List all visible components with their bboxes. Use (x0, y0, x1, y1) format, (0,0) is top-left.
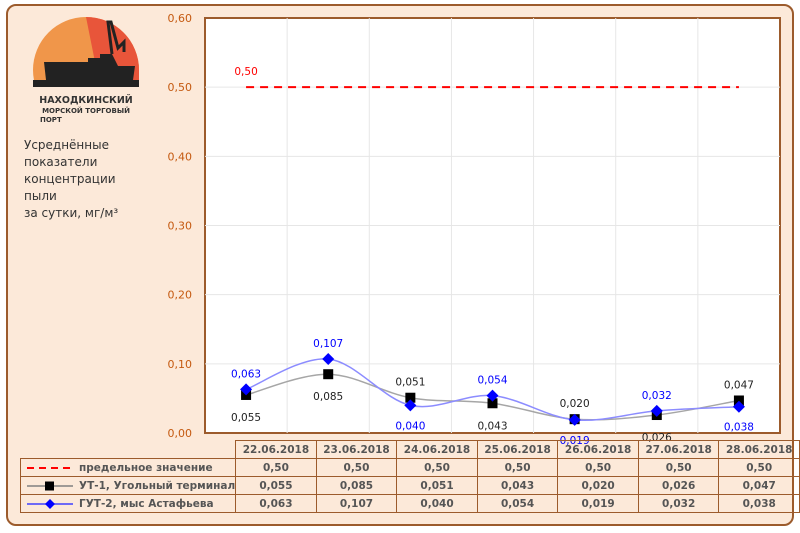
gut2-marker (322, 352, 335, 365)
y-tick-label: 0,50 (168, 81, 193, 94)
table-cell: 0,085 (315, 476, 398, 495)
y-tick-label: 0,60 (168, 12, 193, 25)
table-cell: 0,50 (396, 458, 478, 477)
gut2-data-label: 0,107 (313, 338, 343, 350)
table-cell: 0,019 (557, 494, 639, 513)
y-tick-label: 0,10 (168, 358, 193, 371)
y-tick-label: 0,30 (168, 220, 193, 233)
y-tick-label: 0,40 (168, 150, 193, 163)
ut1-marker (323, 369, 334, 380)
ut1-marker (487, 398, 498, 409)
logo: НАХОДКИНСКИЙ МОРСКОЙ ТОРГОВЫЙ ПОРТ (33, 17, 139, 124)
table-cell: 0,020 (557, 476, 639, 495)
table-cell: 0,055 (235, 476, 317, 495)
subtitle-line: концентрации (24, 172, 116, 186)
category-header: 24.06.2018 (396, 440, 478, 459)
gut2-data-label: 0,063 (231, 368, 261, 380)
table-cell: 0,107 (315, 494, 398, 513)
gut2-data-label: 0,032 (642, 390, 672, 402)
diamond-marker-icon (25, 498, 75, 509)
table-cell: 0,026 (637, 476, 720, 495)
table-cell: 0,051 (396, 476, 478, 495)
category-header: 22.06.2018 (235, 440, 317, 459)
svg-text:МОРСКОЙ ТОРГОВЫЙ: МОРСКОЙ ТОРГОВЫЙ (42, 106, 130, 115)
table-cell: 0,047 (718, 476, 800, 495)
limit-data-label: 0,50 (234, 66, 257, 78)
table-cell: 0,054 (476, 494, 559, 513)
gut2-marker (732, 400, 745, 413)
ut1-data-label: 0,043 (477, 420, 507, 432)
table-corner (20, 440, 236, 459)
gut2-marker (568, 413, 581, 426)
ut1-data-label: 0,055 (231, 412, 261, 424)
legend-gut2: ГУТ-2, мыс Астафьева (19, 494, 237, 513)
table-row: ГУТ-2, мыс Астафьева 0,063 0,107 0,040 0… (19, 494, 800, 513)
ut1-marker (405, 392, 416, 403)
category-header: 26.06.2018 (557, 440, 639, 459)
table-cell: 0,040 (396, 494, 478, 513)
table-header-row: 22.06.2018 23.06.2018 24.06.2018 25.06.2… (20, 440, 800, 459)
gut2-marker (240, 383, 253, 396)
svg-text:ПОРТ: ПОРТ (40, 116, 62, 124)
y-tick-label: 0,00 (168, 427, 193, 440)
legend-label: ГУТ-2, мыс Астафьева (79, 497, 214, 510)
legend-limit: предельное значение (19, 458, 237, 477)
table-row: УТ-1, Угольный терминал 0,055 0,085 0,05… (19, 476, 800, 495)
gut2-marker (486, 389, 499, 402)
table-cell: 0,50 (718, 458, 800, 477)
ut1-data-label: 0,051 (395, 377, 425, 389)
svg-text:НАХОДКИНСКИЙ: НАХОДКИНСКИЙ (39, 94, 133, 106)
table-row: предельное значение 0,50 0,50 0,50 0,50 … (19, 458, 800, 477)
gut2-data-label: 0,040 (395, 420, 425, 432)
table-cell: 0,50 (235, 458, 317, 477)
table-cell: 0,50 (315, 458, 398, 477)
gut2-data-label: 0,038 (724, 422, 754, 434)
ut1-data-label: 0,047 (724, 379, 754, 391)
ut1-marker (733, 395, 744, 406)
subtitle-line: показатели (24, 155, 98, 169)
table-cell: 0,038 (718, 494, 800, 513)
category-header: 28.06.2018 (718, 440, 800, 459)
square-marker-icon (25, 481, 75, 491)
gut2-marker (404, 399, 417, 412)
legend-label: УТ-1, Угольный терминал (79, 479, 236, 492)
data-table: 22.06.2018 23.06.2018 24.06.2018 25.06.2… (19, 440, 800, 513)
ut1-data-label: 0,085 (313, 391, 343, 403)
category-header: 25.06.2018 (476, 440, 559, 459)
gut2-data-label: 0,054 (477, 375, 507, 387)
table-cell: 0,032 (637, 494, 720, 513)
table-cell: 0,50 (557, 458, 639, 477)
gut2-marker (650, 404, 663, 417)
table-cell: 0,50 (476, 458, 559, 477)
table-cell: 0,063 (235, 494, 317, 513)
category-header: 27.06.2018 (637, 440, 720, 459)
legend-ut1: УТ-1, Угольный терминал (19, 476, 237, 495)
subtitle-line: за сутки, мг/м³ (24, 206, 119, 220)
subtitle-line: Усреднённые (24, 138, 109, 152)
y-tick-label: 0,20 (168, 289, 193, 302)
ut1-data-label: 0,020 (560, 398, 590, 410)
dashed-line-icon (25, 463, 75, 473)
category-header: 23.06.2018 (315, 440, 398, 459)
table-cell: 0,50 (637, 458, 720, 477)
table-cell: 0,043 (476, 476, 559, 495)
chart-subtitle: Усреднённые показатели концентрации пыли… (24, 137, 164, 222)
legend-label: предельное значение (79, 461, 213, 474)
subtitle-line: пыли (24, 189, 57, 203)
